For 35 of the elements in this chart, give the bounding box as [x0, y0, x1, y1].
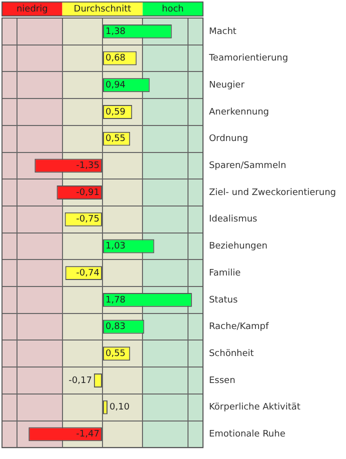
data-label: -1,47 [76, 430, 100, 440]
y-tick-label: Status [208, 295, 238, 306]
data-label: -1,35 [76, 161, 100, 172]
y-tick-label: Rache/Kampf [208, 322, 270, 332]
data-label: 0,55 [105, 134, 126, 144]
data-label: -0,75 [76, 214, 100, 225]
data-label: 1,38 [105, 26, 126, 37]
y-tick-label: Anerkennung [208, 107, 270, 118]
data-label: 0,83 [105, 322, 126, 332]
data-label: 0,94 [105, 80, 126, 90]
y-tick-label: Essen [208, 376, 236, 386]
y-tick-label: Schönheit [208, 348, 254, 359]
y-tick-label: Familie [208, 268, 242, 278]
y-tick-label: Sparen/Sammeln [208, 161, 286, 172]
y-tick-label: Körperliche Aktivität [208, 402, 301, 413]
data-label: 0,68 [105, 54, 126, 64]
band-label: Durchschnitt [74, 4, 132, 14]
band-label: niedrig [16, 4, 48, 14]
y-tick-label: Macht [208, 26, 237, 37]
data-label: 1,78 [105, 295, 126, 306]
band-label: hoch [162, 4, 184, 14]
data-label: -0,91 [76, 188, 100, 198]
y-tick-label: Ordnung [208, 134, 248, 144]
y-tick-label: Beziehungen [208, 242, 268, 252]
data-label: 0,10 [110, 402, 130, 413]
y-tick-label: Emotionale Ruhe [208, 430, 286, 440]
data-label: 0,59 [105, 107, 126, 118]
y-tick-label: Neugier [208, 80, 245, 90]
data-label: -0,17 [68, 376, 92, 386]
data-label: 0,55 [105, 348, 126, 359]
data-label: 1,03 [105, 242, 126, 252]
y-tick-label: Teamorientierung [208, 54, 288, 64]
y-tick-label: Ziel- und Zweckorientierung [208, 188, 336, 198]
y-tick-label: Idealismus [208, 214, 258, 225]
data-label: -0,74 [76, 268, 100, 278]
